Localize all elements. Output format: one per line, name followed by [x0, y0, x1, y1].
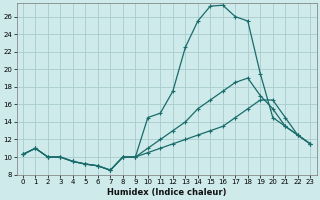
X-axis label: Humidex (Indice chaleur): Humidex (Indice chaleur) [107, 188, 226, 197]
